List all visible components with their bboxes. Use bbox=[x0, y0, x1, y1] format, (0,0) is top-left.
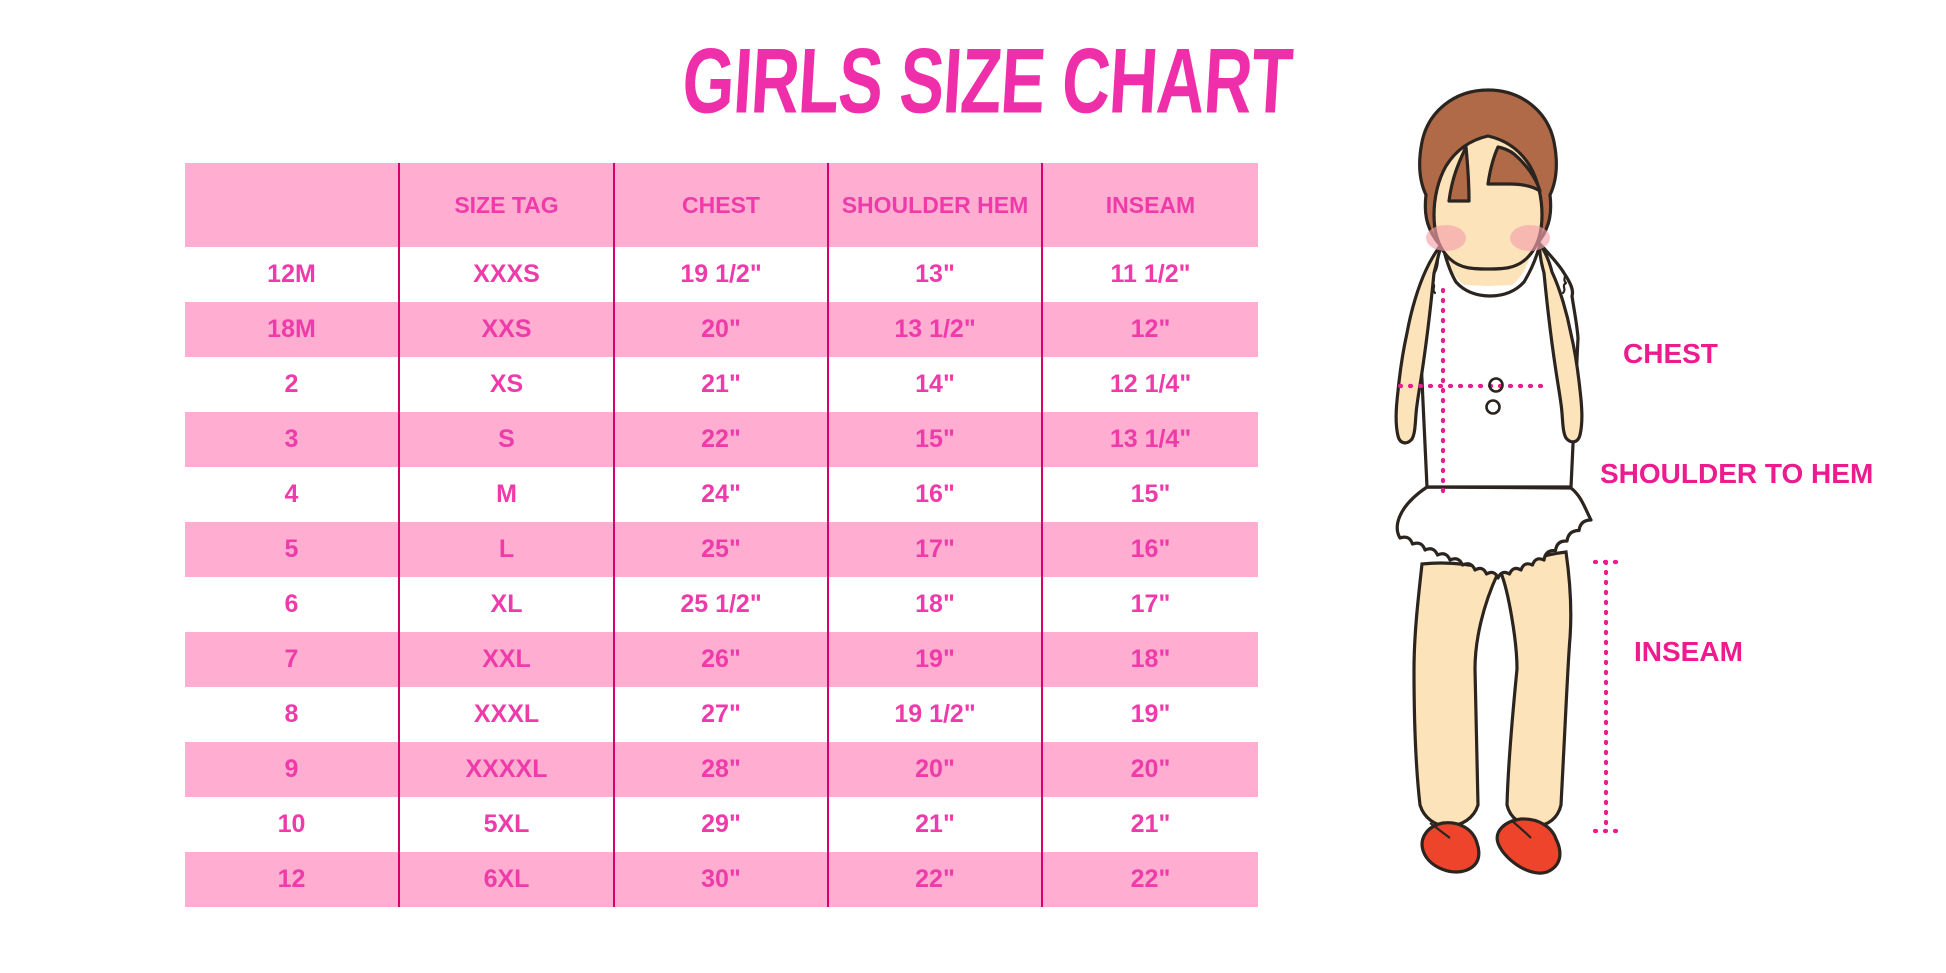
svg-text:INSEAM: INSEAM bbox=[1634, 636, 1743, 667]
svg-text:SHOULDER TO HEM: SHOULDER TO HEM bbox=[1600, 458, 1873, 489]
svg-text:CHEST: CHEST bbox=[1623, 338, 1718, 369]
